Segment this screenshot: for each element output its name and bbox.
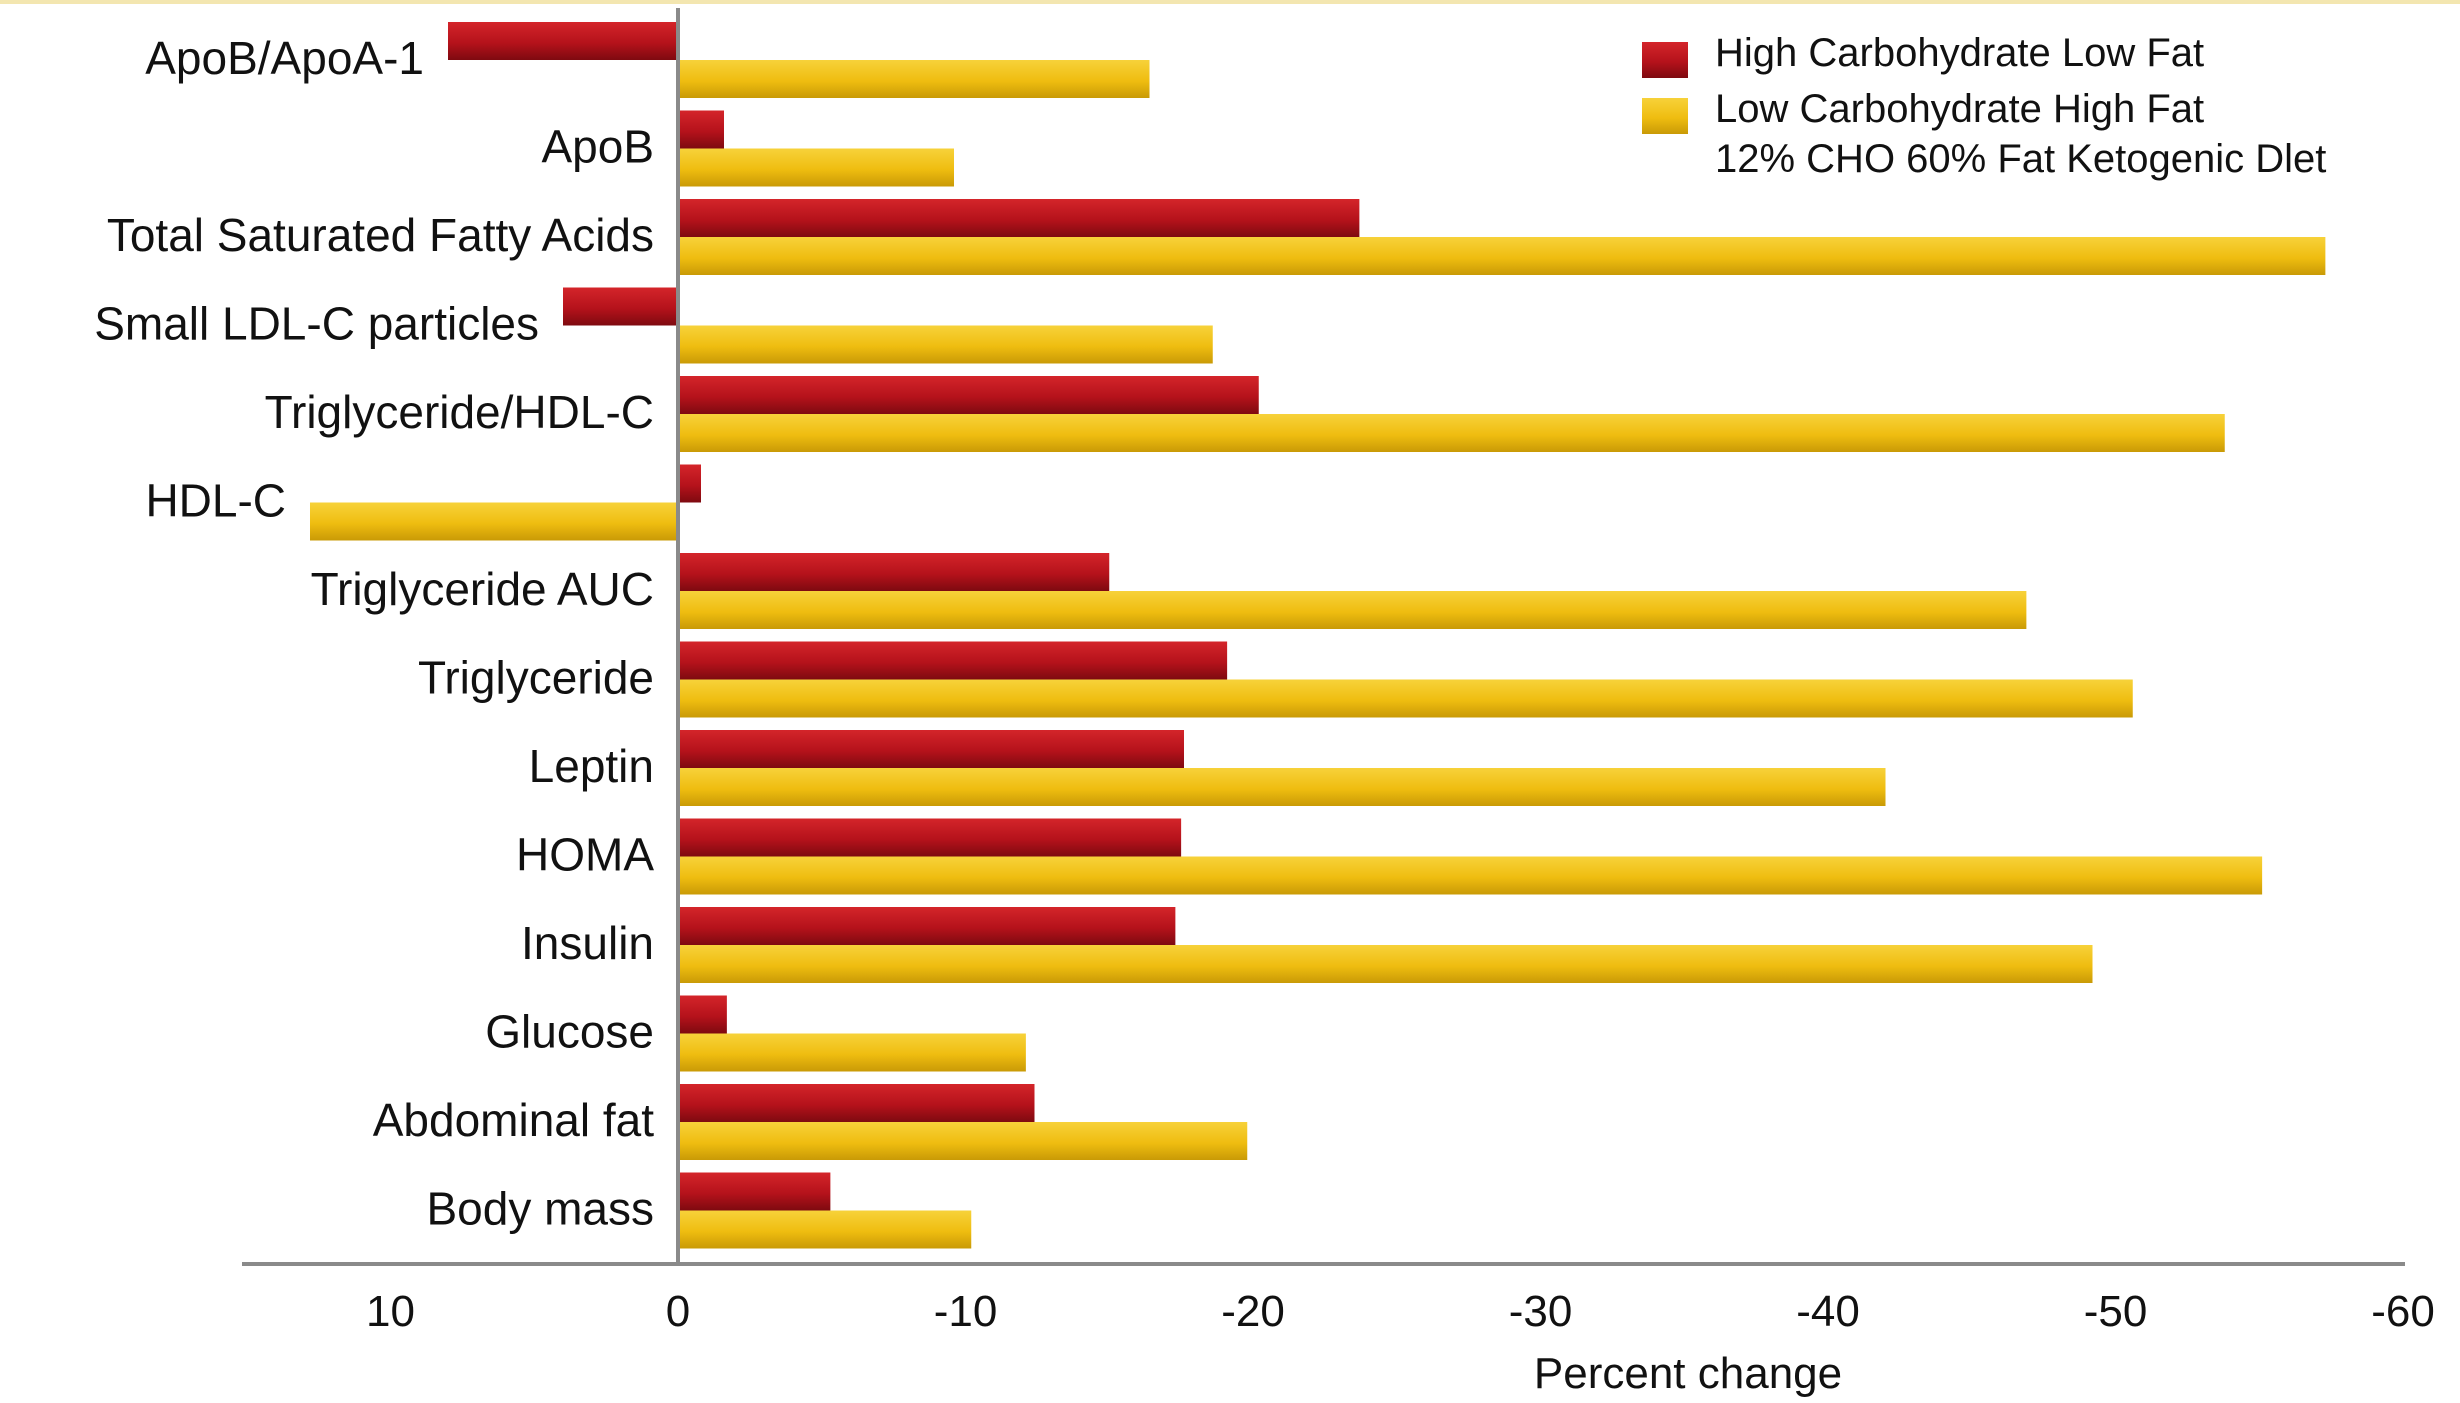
bar-leptin-series-1 <box>678 730 1184 768</box>
x-tick-label: 0 <box>666 1287 690 1336</box>
x-tick-label: -10 <box>934 1287 998 1336</box>
category-label: ApoB <box>541 121 654 173</box>
legend-swatch-series-2 <box>1642 98 1688 134</box>
category-label: Triglyceride <box>418 652 654 704</box>
category-label: Body mass <box>426 1183 654 1235</box>
axis-layer: 10 0 -10 -20 -30 -40 -50 -60 Percent change <box>242 8 2435 1398</box>
category-label: Triglyceride AUC <box>311 563 654 615</box>
bar-triglyceride-series-2 <box>678 679 2133 718</box>
category-label: Abdominal fat <box>373 1094 654 1146</box>
category-label: Insulin <box>521 917 654 969</box>
category-label: HOMA <box>516 829 654 881</box>
bar-small-ldl-c-particles-series-1 <box>563 287 678 326</box>
top-border-rule <box>0 0 2460 4</box>
legend: High Carbohydrate Low Fat Low Carbohydrat… <box>1642 31 2326 181</box>
category-label: Leptin <box>529 740 654 792</box>
bar-triglyceride-hdl-c-series-2 <box>678 414 2225 452</box>
legend-label-series-1: High Carbohydrate Low Fat <box>1715 31 2204 75</box>
category-label: Triglyceride/HDL-C <box>265 386 654 438</box>
category-label: Total Saturated Fatty Acids <box>107 209 654 261</box>
bar-total-saturated-fatty-acids-series-2 <box>678 237 2326 275</box>
bar-small-ldl-c-particles-series-2 <box>678 325 1213 364</box>
bar-apob-series-2 <box>678 148 954 187</box>
legend-label-series-2: 12% CHO 60% Fat Ketogenic Dlet <box>1715 137 2326 181</box>
bar-triglyceride-hdl-c-series-1 <box>678 376 1259 414</box>
bar-homa-series-1 <box>678 818 1182 857</box>
bar-body-mass-series-2 <box>678 1210 972 1249</box>
bar-hdl-c-series-2 <box>310 502 678 541</box>
bar-hdl-c-series-1 <box>678 464 701 503</box>
bar-abdominal-fat-series-2 <box>678 1122 1248 1160</box>
bar-leptin-series-2 <box>678 768 1886 806</box>
bar-apob-apoa-1-series-1 <box>448 22 678 60</box>
bar-apob-apoa-1-series-2 <box>678 60 1150 98</box>
category-label: HDL-C <box>145 475 286 527</box>
x-axis-title: Percent change <box>1534 1349 1842 1398</box>
x-tick-label: -20 <box>1221 1287 1285 1336</box>
bar-glucose-series-2 <box>678 1033 1026 1072</box>
bar-insulin-series-1 <box>678 907 1176 945</box>
bar-abdominal-fat-series-1 <box>678 1084 1035 1122</box>
bars-layer <box>310 22 2326 1249</box>
bar-apob-series-1 <box>678 110 724 149</box>
bar-insulin-series-2 <box>678 945 2093 983</box>
x-tick-label: -50 <box>2084 1287 2148 1336</box>
x-tick-label: -60 <box>2371 1287 2435 1336</box>
legend-label-series-2: Low Carbohydrate High Fat <box>1715 87 2204 131</box>
bar-glucose-series-1 <box>678 995 727 1034</box>
x-tick-label: 10 <box>366 1287 415 1336</box>
bar-total-saturated-fatty-acids-series-1 <box>678 199 1360 237</box>
bar-triglyceride-series-1 <box>678 641 1228 680</box>
bar-body-mass-series-1 <box>678 1172 831 1211</box>
bar-triglyceride-auc-series-2 <box>678 591 2027 629</box>
category-labels-layer: ApoB/ApoA-1 ApoB Total Saturated Fatty Aci… <box>94 32 654 1235</box>
category-label: ApoB/ApoA-1 <box>145 32 424 84</box>
x-tick-label: -40 <box>1796 1287 1860 1336</box>
category-label: Small LDL-C particles <box>94 298 539 350</box>
x-tick-label: -30 <box>1509 1287 1573 1336</box>
legend-swatch-series-1 <box>1642 42 1688 78</box>
bar-homa-series-2 <box>678 856 2263 895</box>
bar-triglyceride-auc-series-1 <box>678 553 1110 591</box>
category-label: Glucose <box>485 1006 654 1058</box>
